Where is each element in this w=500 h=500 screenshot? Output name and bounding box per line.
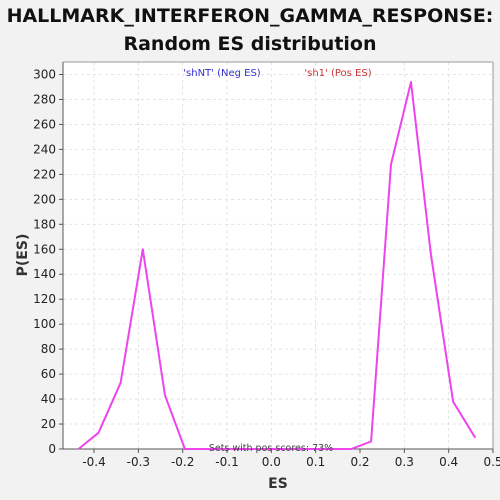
y-tick-label: 20 bbox=[41, 417, 56, 431]
y-tick-label: 0 bbox=[48, 442, 56, 456]
axes bbox=[62, 61, 494, 450]
x-tick-label: 0.4 bbox=[439, 455, 458, 469]
x-tick-label: -0.3 bbox=[127, 455, 150, 469]
x-tick-label: 0.1 bbox=[306, 455, 325, 469]
x-tick-label: 0.5 bbox=[483, 455, 500, 469]
x-tick-label: -0.1 bbox=[215, 455, 238, 469]
y-tick-label: 300 bbox=[33, 67, 56, 81]
x-ticks: -0.4 -0.3 -0.2 -0.1 0.0 0.1 0.2 0.3 0.4 0.5 bbox=[82, 449, 500, 469]
chart-title-line-2: Random ES distribution bbox=[123, 33, 377, 55]
y-tick-label: 140 bbox=[33, 267, 56, 281]
y-tick-label: 40 bbox=[41, 392, 56, 406]
y-tick-label: 200 bbox=[33, 192, 56, 206]
y-tick-label: 100 bbox=[33, 317, 56, 331]
y-axis-title: P(ES) bbox=[15, 234, 31, 277]
es-distribution-line bbox=[77, 81, 477, 450]
pos-es-label: 'sh1' (Pos ES) bbox=[304, 68, 371, 79]
x-tick-label: -0.2 bbox=[171, 455, 194, 469]
chart-title-line-1: HALLMARK_INTERFERON_GAMMA_RESPONSE: bbox=[6, 5, 494, 27]
y-tick-label: 220 bbox=[33, 167, 56, 181]
x-tick-label: 0.0 bbox=[262, 455, 281, 469]
x-tick-label: -0.4 bbox=[82, 455, 105, 469]
y-tick-label: 80 bbox=[41, 342, 56, 356]
y-tick-label: 240 bbox=[33, 142, 56, 156]
y-tick-label: 260 bbox=[33, 117, 56, 131]
neg-es-label: 'shNT' (Neg ES) bbox=[183, 68, 261, 79]
x-axis-title: ES bbox=[268, 476, 288, 492]
pos-scores-note: Sets with pos scores: 73% bbox=[209, 443, 333, 454]
y-tick-label: 160 bbox=[33, 242, 56, 256]
y-tick-label: 60 bbox=[41, 367, 56, 381]
y-tick-label: 280 bbox=[33, 92, 56, 106]
y-ticks: 0 20 40 60 80 100 120 140 160 180 200 220 240 260 280 3… bbox=[33, 67, 63, 456]
y-tick-label: 180 bbox=[33, 217, 56, 231]
plot-area bbox=[63, 62, 493, 449]
y-tick-label: 120 bbox=[33, 292, 56, 306]
series-layer bbox=[77, 81, 477, 450]
x-tick-label: 0.2 bbox=[350, 455, 369, 469]
x-tick-label: 0.3 bbox=[395, 455, 414, 469]
